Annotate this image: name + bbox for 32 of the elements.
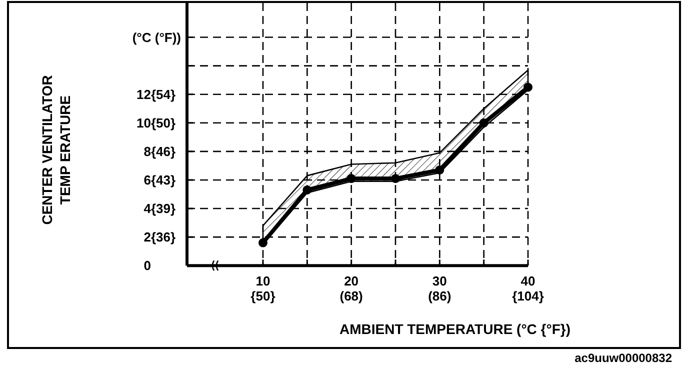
y2-tick-label: {46} [151, 144, 176, 159]
y2-tick-label: {43} [151, 172, 176, 188]
text: (°C (°F)) [132, 30, 181, 45]
x2-tick-label: (86) [428, 288, 452, 304]
y2-tick-label: {50} [151, 115, 176, 130]
y2-tick-label: {39} [151, 201, 176, 216]
y-tick-label: 12 [136, 86, 151, 102]
y-tick-label: 2 [144, 230, 151, 245]
text: ac9uuw00000832 [574, 351, 672, 365]
x-tick-label: 20 [344, 274, 359, 289]
point [524, 82, 532, 92]
x2-tick-label: (68) [340, 288, 363, 304]
y2-tick-label: {54} [151, 86, 176, 102]
x-tick-label: 30 [432, 274, 447, 289]
point [258, 238, 268, 248]
x-tick-label: 10 [256, 274, 270, 289]
y-tick-label: 6 [144, 172, 151, 188]
x-axis-title: AMBIENT TEMPERATURE (°C {°F}) [339, 321, 571, 337]
point [479, 118, 488, 128]
y-tick-label: 4 [144, 201, 152, 216]
point [346, 174, 356, 184]
x2-tick-label: {104} [512, 288, 544, 304]
point [302, 185, 312, 194]
point [435, 165, 444, 174]
x2-tick-label: {50} [250, 288, 276, 304]
point [390, 174, 400, 184]
y-tick-label: 10 [136, 115, 151, 130]
y-axis-title: CENTER VENTILATOR TEMP ERATURE [39, 75, 73, 225]
y-tick-label: 8 [144, 144, 151, 159]
y2-tick-label: {36} [151, 230, 176, 245]
y-tick-label: 0 [144, 258, 151, 274]
x-tick-label: 40 [520, 274, 536, 289]
